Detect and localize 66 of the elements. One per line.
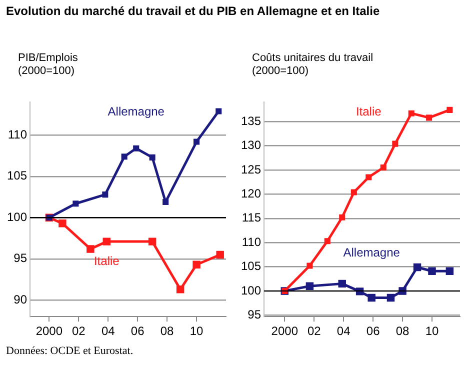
point [306, 262, 313, 269]
point [86, 245, 94, 253]
text: Italie [356, 104, 382, 119]
point [392, 140, 398, 147]
point [148, 238, 156, 246]
y-tick-label: 100 [240, 283, 262, 298]
point [121, 154, 128, 160]
point [216, 250, 224, 259]
text: Données: OCDE et Eurostat. [6, 345, 134, 357]
x-tick-label: 2000 [271, 324, 298, 338]
x-tick-label: 06 [366, 324, 380, 338]
y-tick-label: 95 [248, 307, 262, 322]
series-label: Italie [94, 254, 120, 268]
point [216, 108, 222, 114]
point [366, 174, 372, 180]
point [133, 145, 140, 152]
point [102, 192, 108, 198]
series-label: Allemagne [343, 246, 400, 260]
point [386, 294, 395, 302]
x-tick-label: 06 [130, 324, 145, 338]
y-tick-label: 130 [240, 138, 262, 152]
x-tick-label: 2000 [36, 324, 63, 338]
point [428, 267, 436, 275]
y-tick-label: 105 [6, 168, 28, 183]
point [162, 198, 169, 205]
point [306, 282, 314, 290]
x-tick-label: 08 [160, 324, 174, 338]
x-tick-label: 02 [307, 324, 322, 338]
y-axis-title: Coûts unitaires du travail (2000=100) [252, 52, 374, 79]
y-tick-label: 110 [242, 234, 262, 249]
y-tick-label: 95 [14, 251, 28, 266]
x-tick-label: 04 [336, 324, 351, 338]
x-tick-label: 10 [190, 324, 204, 338]
x-tick-label: 08 [396, 324, 410, 338]
x-tick-label: 10 [425, 324, 439, 338]
y-tick-label: 90 [14, 292, 28, 306]
point [324, 238, 330, 244]
point [102, 238, 111, 246]
y-tick-label: 135 [240, 114, 262, 128]
y-tick-label: 125 [240, 162, 262, 176]
point [58, 220, 66, 228]
point [149, 154, 156, 160]
point [350, 189, 357, 196]
y-tick-label: 120 [240, 186, 262, 200]
point [408, 110, 414, 116]
point [380, 164, 386, 171]
point [446, 106, 453, 113]
point [176, 286, 184, 294]
y-tick-label: 100 [6, 210, 28, 224]
point [446, 267, 454, 275]
text: Allemagne [108, 104, 165, 119]
point [194, 138, 200, 145]
y-tick-label: 105 [240, 259, 262, 274]
point [72, 200, 79, 207]
chart-title: Evolution du marché du travail et du PIB en Allemagne et en Italie [6, 4, 380, 18]
x-tick-label: 02 [72, 324, 86, 338]
point [426, 114, 432, 121]
point [339, 214, 346, 220]
x-tick-label: 04 [101, 324, 116, 338]
y-tick-label: 110 [8, 127, 28, 142]
point [368, 294, 376, 302]
point [413, 263, 422, 272]
y-axis-title: PIB/Emplois (2000=100) [18, 52, 79, 79]
point [338, 280, 346, 288]
y-tick-label: 115 [242, 210, 262, 225]
point [192, 260, 200, 269]
